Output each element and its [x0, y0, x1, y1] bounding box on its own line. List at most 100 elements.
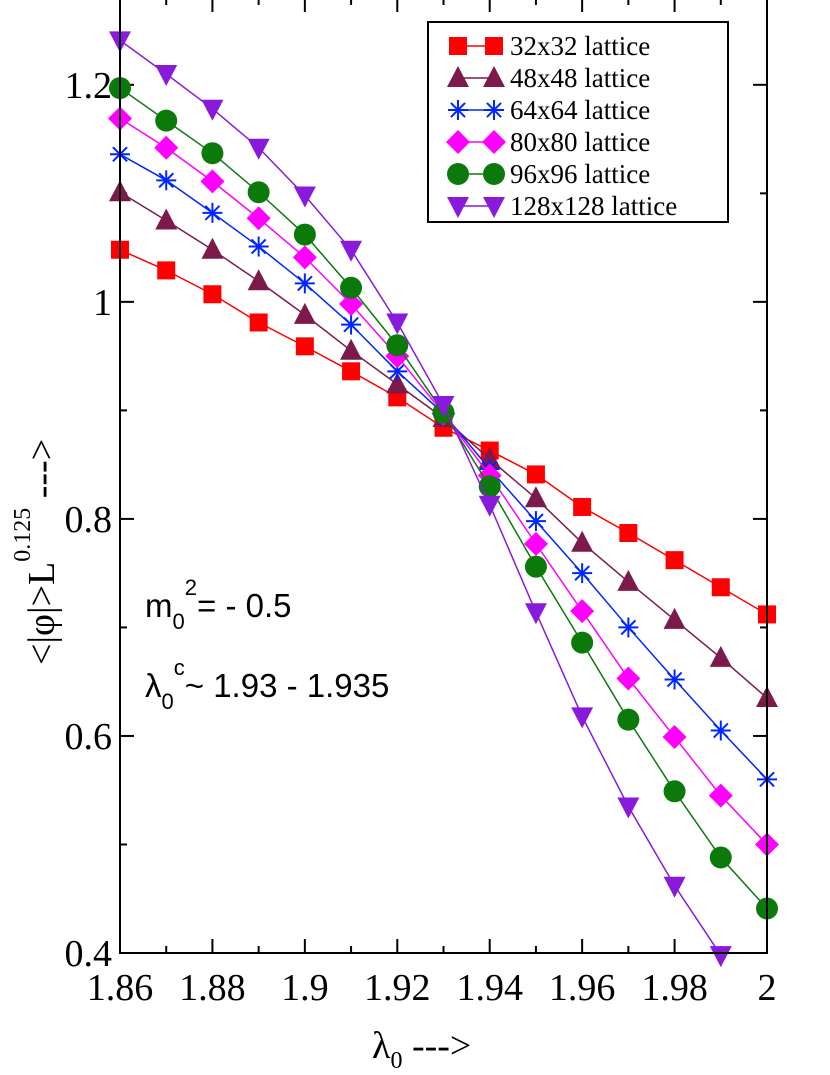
legend-label: 32x32 lattice [510, 31, 650, 61]
legend-marker [447, 197, 469, 218]
legend-box [427, 21, 729, 223]
x-tick-label: 1.96 [549, 967, 616, 1009]
legend-label: 80x80 lattice [510, 127, 650, 157]
tick-labels: 1.86 1.88 1.9 1.92 1.94 1.96 1.98 2 0.4 0.6 0.8 1 1.… [65, 65, 777, 1009]
data-point [619, 524, 638, 543]
data-point [248, 236, 269, 257]
data-point [340, 240, 363, 262]
plot-frame [119, 0, 768, 954]
data-point [294, 273, 315, 294]
data-point [342, 362, 361, 381]
data-point [524, 603, 547, 625]
data-point [340, 338, 363, 360]
legend-marker [484, 100, 504, 120]
legend-item: 64x64 lattice [448, 95, 650, 125]
y-tick-label: 1.2 [65, 65, 113, 107]
data-point [571, 707, 594, 729]
data-point [523, 531, 548, 556]
data-point [293, 186, 316, 208]
data-point [526, 465, 545, 484]
x-axis-subscript: 0 [390, 1048, 402, 1074]
data-point [663, 607, 686, 629]
mass-subscript: 0 [173, 609, 185, 634]
legend-item: 80x80 lattice [446, 127, 650, 157]
data-point [432, 395, 455, 417]
data-point [709, 645, 732, 667]
data-point [155, 208, 178, 230]
data-point [478, 475, 501, 498]
data-point [663, 780, 686, 803]
x-tick-label: 2 [758, 967, 777, 1009]
series-32x32-lattice [111, 240, 776, 624]
data-point [339, 292, 364, 317]
x-axis-symbol: λ [372, 1025, 391, 1067]
data-point [478, 495, 501, 517]
data-point [709, 946, 732, 968]
series-48x48-lattice [109, 180, 778, 707]
data-point [154, 135, 179, 160]
data-point [386, 372, 409, 394]
critical-symbol: λ [145, 667, 162, 704]
mass-annotation: m02= - 0.5 [145, 575, 291, 634]
data-point [618, 617, 639, 638]
data-point [155, 64, 178, 86]
legend-marker [449, 37, 467, 55]
legend-item: 48x48 lattice [447, 63, 650, 93]
y-tick-label: 1 [93, 282, 112, 324]
series-line [119, 39, 722, 956]
data-point [708, 783, 733, 808]
legend-marker [446, 130, 470, 154]
data-point [616, 666, 641, 691]
x-axis-label: λ0 ---> [372, 1025, 471, 1074]
data-point [246, 206, 271, 231]
legend-label: 96x96 lattice [510, 159, 650, 189]
legend-label: 128x128 lattice [510, 191, 677, 221]
data-point [200, 169, 225, 194]
data-point [386, 334, 409, 357]
data-point [570, 599, 595, 624]
data-point [524, 486, 547, 508]
data-point [295, 337, 314, 356]
series-128x128-lattice [109, 31, 732, 968]
data-point [525, 511, 546, 532]
x-tick-label: 1.98 [641, 967, 708, 1009]
legend-marker [483, 163, 505, 185]
x-tick-label: 1.92 [364, 967, 431, 1009]
data-point [249, 313, 268, 332]
legend-marker [483, 197, 505, 218]
y-axis-label: <|φ|>L0.125 ---> [10, 439, 63, 665]
mass-superscript: 2 [185, 575, 197, 600]
data-point [386, 313, 409, 335]
data-point [709, 846, 732, 869]
legend-marker [448, 100, 468, 120]
data-point [663, 876, 686, 898]
data-point [247, 138, 270, 160]
legend-item: 128x128 lattice [447, 191, 677, 221]
data-point [201, 237, 224, 259]
data-point [155, 109, 178, 132]
data-point [572, 563, 593, 584]
legend-label: 64x64 lattice [510, 95, 650, 125]
data-point [571, 631, 594, 654]
data-point [201, 142, 224, 165]
data-point [341, 314, 362, 335]
mass-symbol: m [145, 587, 173, 624]
critical-superscript: c [174, 655, 185, 680]
critical-value: ~ 1.93 - 1.935 [185, 667, 390, 704]
data-point [617, 708, 640, 731]
data-point [292, 245, 317, 270]
critical-annotation: λ0c~ 1.93 - 1.935 [145, 655, 389, 714]
y-tick-label: 0.4 [65, 933, 113, 975]
data-point [247, 181, 270, 204]
legend-label: 48x48 lattice [510, 63, 650, 93]
x-axis-arrow: ---> [402, 1025, 471, 1067]
data-point [247, 269, 270, 291]
y-axis-exponent: 0.125 [10, 508, 36, 562]
data-point [617, 797, 640, 819]
data-point [524, 555, 547, 578]
x-tick-label: 1.9 [281, 967, 329, 1009]
y-axis-arrow: ---> [21, 439, 63, 508]
x-tick-label: 1.86 [87, 967, 154, 1009]
data-point [203, 285, 222, 304]
